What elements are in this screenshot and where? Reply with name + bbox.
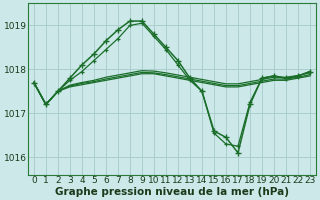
X-axis label: Graphe pression niveau de la mer (hPa): Graphe pression niveau de la mer (hPa) xyxy=(55,187,289,197)
